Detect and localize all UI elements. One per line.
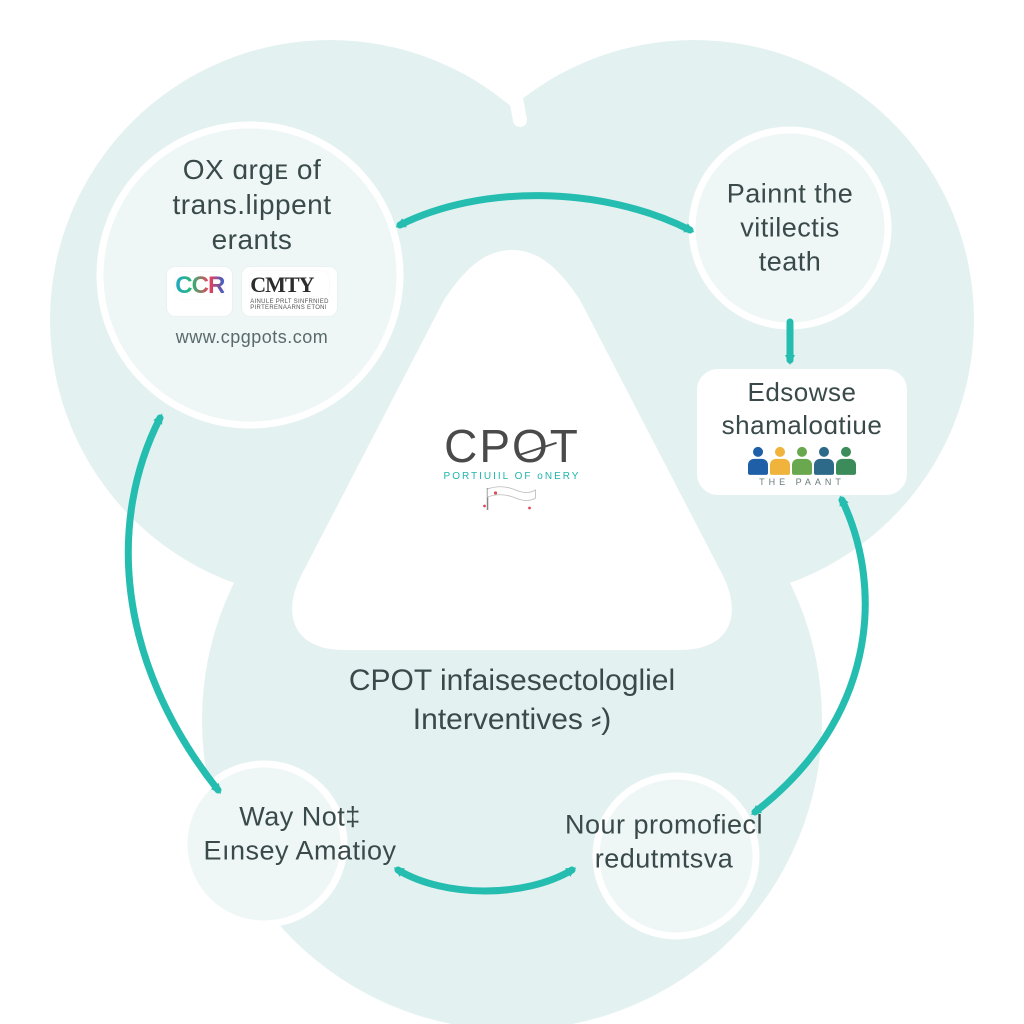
person-icon — [836, 447, 856, 475]
diagram-canvas: CPOT PORTIUIIL OF oNERY OX ɑrgᴇ of trans… — [0, 0, 1024, 1024]
section-title-l1: CPOT infaisesectologliel — [302, 661, 722, 700]
paant-label: THE PAANT — [702, 477, 902, 488]
node-top-left-logos: CCR CMTY AINULE PRLT SINFRNIED PIRTERENA… — [122, 267, 382, 316]
logo-cmty: CMTY AINULE PRLT SINFRNIED PIRTERENAARNS… — [242, 267, 336, 316]
center-logo-sub: PORTIUIIL OF oNERY — [444, 471, 581, 482]
node-top-right-lower: Edsowse shamaloɑtiue THE PAANT — [702, 376, 902, 488]
node-tru-line2: vitilectis — [700, 211, 880, 245]
node-top-left-line3: erants — [122, 222, 382, 257]
person-icon — [814, 447, 834, 475]
center-logo: CPOT PORTIUIIL OF oNERY — [444, 419, 581, 517]
section-title: CPOT infaisesectologliel Interventives ⸗… — [302, 661, 722, 739]
node-trl-line1: Edsowse — [702, 376, 902, 409]
node-top-left-url: www.cpgpots.com — [122, 326, 382, 349]
node-tru-line1: Painnt the — [700, 177, 880, 211]
logo-ccr: CCR — [167, 267, 232, 316]
section-title-l2: Interventives ⸗) — [302, 700, 722, 739]
people-icons — [702, 447, 902, 475]
node-trl-line2: shamaloɑtiue — [702, 408, 902, 441]
person-icon — [792, 447, 812, 475]
node-top-left-line1: OX ɑrgᴇ of — [122, 152, 382, 187]
node-br-line1: Nour promofiecl — [534, 808, 794, 842]
center-logo-main: CPOT — [444, 419, 581, 473]
node-br-line2: redutmtsva — [534, 842, 794, 876]
node-bottom-left: Way Not‡ Eınsey Amatioy — [180, 800, 420, 868]
center-logo-flag-icon — [444, 486, 581, 517]
node-bl-line1: Way Not‡ — [180, 800, 420, 834]
node-bl-line2: Eınsey Amatioy — [180, 834, 420, 868]
node-tru-line3: teath — [700, 245, 880, 279]
node-top-left: OX ɑrgᴇ of trans.lippent erants CCR CMTY… — [122, 152, 382, 348]
person-icon — [770, 447, 790, 475]
person-icon — [748, 447, 768, 475]
node-top-right-upper: Painnt the vitilectis teath — [700, 177, 880, 278]
node-top-left-line2: trans.lippent — [122, 187, 382, 222]
node-bottom-right: Nour promofiecl redutmtsva — [534, 808, 794, 876]
